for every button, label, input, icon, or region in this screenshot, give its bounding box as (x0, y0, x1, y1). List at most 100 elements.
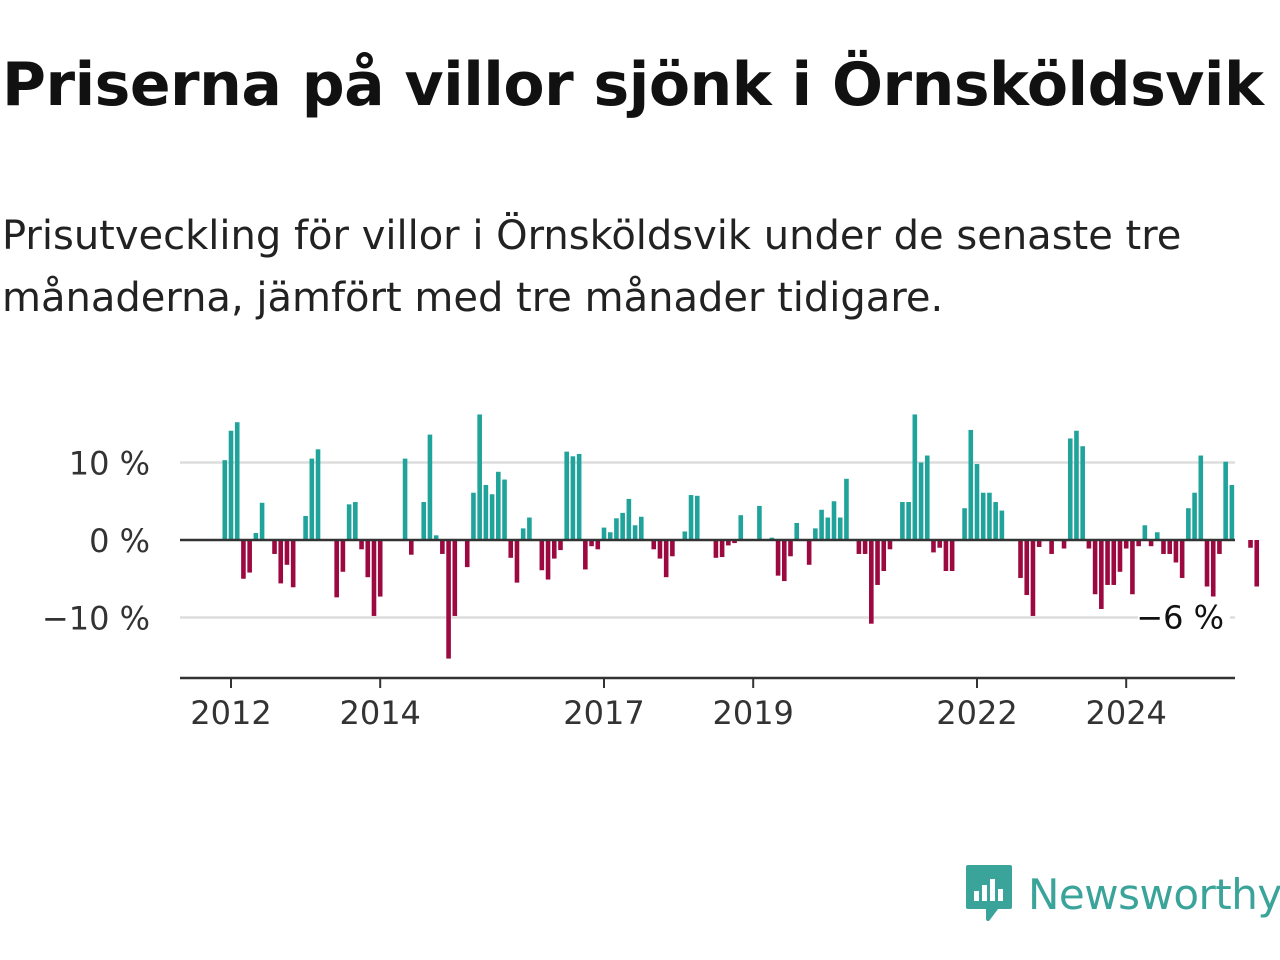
bar (346, 504, 352, 540)
bar (962, 508, 967, 540)
last-value-label-bg (1138, 596, 1230, 639)
bar (377, 540, 383, 597)
bar (1179, 540, 1185, 578)
bar (813, 528, 818, 540)
bar (887, 540, 893, 550)
bar (1117, 540, 1123, 572)
bar (607, 532, 613, 540)
bar (502, 479, 507, 540)
bar (359, 540, 364, 550)
bar (272, 540, 277, 554)
bar (1067, 438, 1073, 540)
bar (713, 540, 719, 558)
bar (937, 540, 942, 548)
bar (949, 540, 955, 571)
bar (1210, 540, 1216, 603)
bar (290, 540, 296, 588)
x-tick-label: 2019 (712, 694, 793, 732)
bar (452, 540, 458, 616)
annotations: −6 % (1136, 596, 1230, 639)
bar (1248, 540, 1253, 548)
bar (545, 540, 551, 580)
bar (1061, 540, 1067, 549)
bar (508, 540, 514, 558)
bar (1105, 540, 1110, 585)
x-axis: 2012 2014 2017 2019 2022 2024 (180, 676, 1235, 732)
bar (993, 502, 998, 540)
bar (856, 540, 862, 554)
bar (738, 515, 744, 540)
bar (564, 451, 569, 540)
bar (446, 540, 451, 659)
bar (931, 540, 936, 553)
bar (1173, 540, 1179, 563)
bar (601, 527, 607, 540)
bar (278, 540, 284, 584)
bar (1186, 508, 1191, 540)
bar (1154, 532, 1160, 540)
bar (222, 460, 228, 540)
x-tick-label: 2024 (1085, 694, 1166, 732)
bar (1036, 540, 1042, 547)
bar (694, 495, 700, 540)
x-tick-label: 2012 (190, 694, 271, 732)
brand-name: Newsworthy (1028, 869, 1280, 919)
bars (222, 414, 1260, 659)
bar (639, 516, 644, 540)
bar (1080, 446, 1085, 540)
bar (371, 540, 377, 616)
bar (626, 498, 632, 540)
bar (781, 540, 787, 582)
newsworthy-logo-icon (966, 865, 1012, 921)
bar (253, 533, 259, 540)
bar (234, 422, 240, 540)
bar (1198, 455, 1204, 540)
bar (924, 455, 930, 540)
bar (1049, 540, 1054, 554)
bar (284, 540, 290, 565)
bar (1018, 540, 1023, 578)
bar (1024, 540, 1030, 596)
bar (663, 540, 669, 578)
bar (1111, 540, 1117, 585)
bar (1092, 540, 1098, 595)
bar (464, 540, 470, 568)
bar (583, 540, 588, 570)
bar (757, 505, 762, 540)
gridlines (180, 461, 1235, 619)
bar (620, 512, 625, 540)
bar (228, 430, 234, 540)
bar (987, 492, 992, 540)
bar (408, 540, 414, 555)
bar (365, 540, 371, 578)
bar (875, 540, 880, 585)
bar (918, 462, 924, 540)
bar (726, 540, 731, 546)
bar (1229, 484, 1235, 540)
chart-subtitle: Prisutveckling för villor i Örnsköldsvik… (2, 213, 1182, 321)
y-axis: 10 % 0 % −10 % (42, 445, 150, 638)
bar (247, 540, 252, 573)
bar (433, 535, 439, 540)
bar (527, 517, 532, 540)
bar (595, 540, 601, 550)
bar (539, 540, 545, 571)
bar (819, 509, 824, 540)
bar (862, 540, 868, 554)
bar (241, 540, 246, 579)
y-tick-label: 0 % (89, 522, 150, 560)
bar (514, 540, 520, 583)
bar-chart: 10 % 0 % −10 % 2012 2014 2017 2019 2022 2024 −6… (42, 414, 1260, 732)
bar (968, 429, 974, 540)
bar (353, 502, 358, 540)
bar (670, 540, 675, 557)
bar (1136, 540, 1141, 547)
bar (974, 464, 980, 540)
bar (657, 540, 663, 559)
bar (825, 517, 831, 540)
last-value-label: −6 % (1136, 599, 1224, 637)
y-tick-label: 10 % (69, 445, 150, 483)
bar (719, 540, 725, 558)
bar (520, 528, 526, 540)
bar (906, 502, 911, 540)
